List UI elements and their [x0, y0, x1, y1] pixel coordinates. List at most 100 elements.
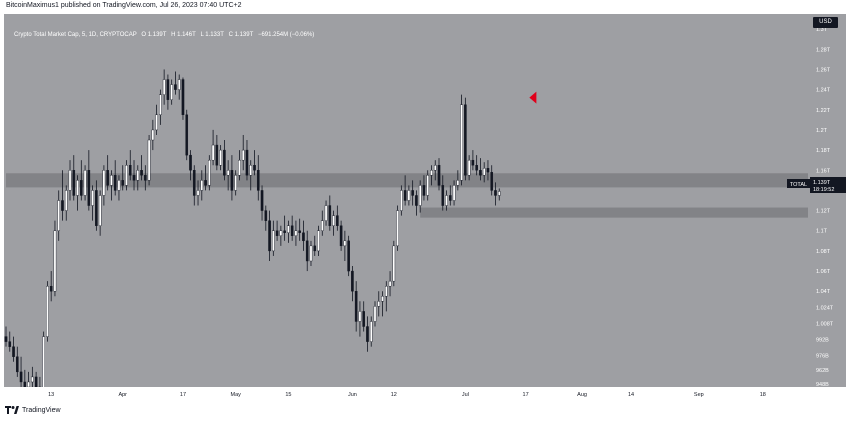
candle-body-down [192, 170, 196, 196]
candle [102, 165, 106, 206]
candle [494, 182, 497, 206]
candle [272, 220, 275, 256]
candle-body-down [260, 190, 264, 211]
candle-body-down [290, 225, 294, 236]
candle [467, 155, 471, 181]
candle-body-up [388, 280, 392, 287]
candle-body-up [287, 225, 290, 233]
marker-layer [529, 91, 537, 104]
candle-body-up [294, 230, 298, 236]
candle-body-up [332, 215, 335, 226]
candle-body-down [95, 190, 98, 226]
candle-body-down [302, 232, 305, 242]
candle [328, 195, 332, 231]
candle [117, 175, 121, 201]
chart-area[interactable]: 1.3T 1.28T 1.26T 1.24T 1.22T 1.2T 1.18T 1.16T 1.… [4, 14, 846, 401]
candle [456, 170, 460, 191]
y-tick-label: 1.3T [816, 27, 828, 33]
y-tick-label: 1.1T [816, 229, 828, 235]
y-tick-label: 1.28T [816, 47, 831, 53]
footer: TradingView [5, 406, 61, 414]
candle [279, 225, 283, 246]
candle-body-up [208, 159, 211, 186]
candle [366, 316, 369, 352]
candle-body-up [117, 180, 121, 191]
currency-button[interactable]: USD [813, 17, 838, 28]
candle-body-down [245, 149, 249, 176]
candle-body-down [449, 195, 452, 201]
candle-body-down [264, 210, 268, 221]
candle [106, 155, 109, 191]
candle [336, 205, 339, 231]
candlestick-chart[interactable]: 1.3T 1.28T 1.26T 1.24T 1.22T 1.2T 1.18T 1.16T 1.… [4, 14, 846, 401]
candle-body-up [196, 190, 200, 196]
candle [121, 165, 125, 191]
candle-body-down [486, 168, 490, 173]
candle [181, 77, 185, 120]
candle-body-up [98, 195, 102, 226]
candle-body-up [418, 185, 422, 206]
candle-body-down [181, 79, 185, 116]
candle [49, 271, 53, 302]
x-tick-label: Sep [694, 392, 704, 398]
candle-body-down [106, 170, 109, 186]
candle-body-down [415, 195, 418, 206]
y-tick-label: 1.12T [816, 209, 831, 215]
candle-body-down [494, 190, 497, 196]
candle [351, 266, 354, 302]
price-tag-value-box [810, 177, 846, 193]
x-axis-labels: 13 Apr 17 May 15 Jun 12 Jul 17 Aug 14 Sep 18 [4, 387, 846, 401]
x-tick-label: May [230, 392, 241, 398]
candle [166, 74, 170, 110]
bearish-marker-icon [529, 91, 537, 104]
candle [245, 140, 249, 181]
candle-body-down [328, 205, 332, 226]
candle-body-down [185, 114, 189, 156]
candle [72, 155, 76, 201]
candle [196, 180, 200, 206]
candle-body-down [268, 220, 271, 252]
candle-body-up [249, 165, 253, 176]
x-tick-label: Jul [462, 392, 469, 398]
candle [226, 160, 230, 191]
candle-body-down [144, 175, 147, 181]
y-tick-label: 1.18T [816, 148, 831, 154]
x-tick-label: 17 [523, 392, 529, 398]
candle-body-up [467, 159, 471, 176]
candle-body-down [313, 245, 317, 252]
candle [230, 155, 234, 201]
candle-body-down [215, 144, 219, 166]
candle-body-up [369, 321, 373, 342]
candle [407, 185, 411, 206]
candle-body-up [460, 104, 463, 181]
x-tick-label: 13 [48, 392, 54, 398]
price-tag-countdown: 18:19:52 [813, 187, 834, 193]
candle-body-down [475, 165, 478, 171]
candle [144, 165, 147, 191]
y-tick-label: 1.024T [816, 305, 834, 311]
candle-body-up [42, 336, 45, 393]
candle-body-down [80, 180, 83, 196]
ohlc-change: −691.254M (−0.06%) [257, 32, 315, 38]
candle [317, 225, 320, 256]
candle-body-up [234, 175, 237, 191]
candle [362, 301, 365, 332]
candle [12, 336, 15, 362]
candle-body-up [452, 185, 456, 201]
candle [174, 71, 177, 95]
candle [151, 119, 155, 151]
candle-body-up [76, 180, 79, 196]
candle [497, 188, 501, 201]
candle-body-down [422, 185, 426, 196]
candle-body-up [151, 129, 155, 141]
candle [422, 175, 426, 201]
candle [162, 69, 166, 105]
candle [471, 150, 475, 171]
candle-body-up [482, 168, 486, 176]
candle [140, 155, 143, 181]
candle [486, 160, 490, 181]
candle-body-up [279, 230, 283, 236]
candle-body-up [400, 190, 403, 211]
candle-body-up [317, 230, 320, 252]
candle-body-up [57, 200, 61, 231]
